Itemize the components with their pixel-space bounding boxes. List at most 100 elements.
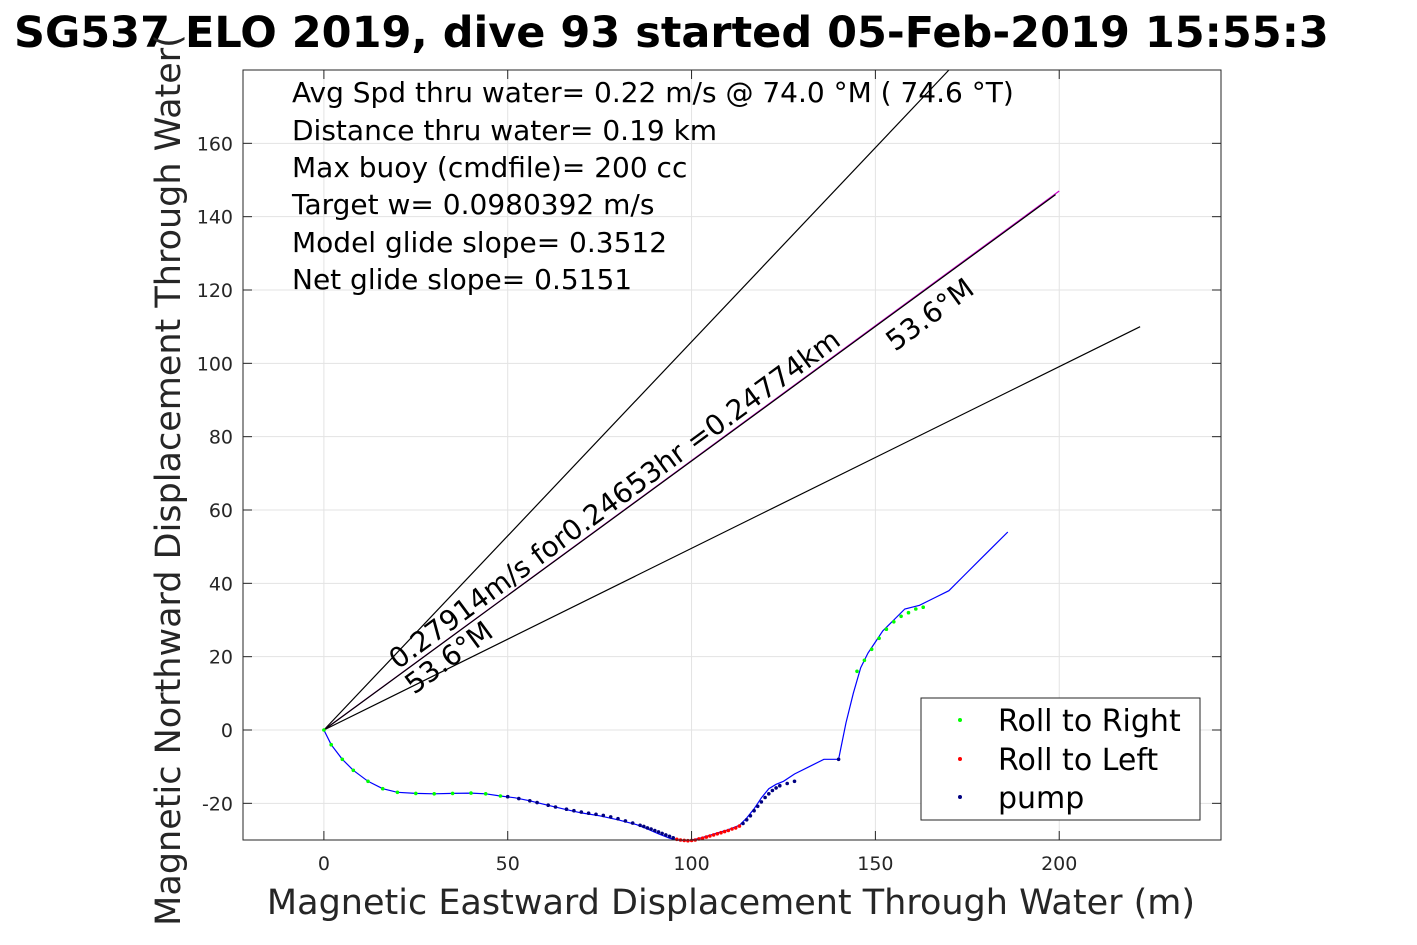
y-tick-label: 160 [197, 133, 233, 155]
x-tick-label: 200 [1041, 853, 1077, 875]
y-tick-label: -20 [202, 793, 233, 815]
point-roll-to-right [450, 791, 455, 796]
y-axis-label: Magnetic Northward Displacement Through … [149, 34, 189, 926]
reference-lines [323, 69, 1141, 731]
point-roll-to-left [733, 826, 738, 830]
reference-line [323, 69, 950, 731]
point-pump [594, 812, 598, 817]
point-pump [638, 823, 642, 828]
point-pump [528, 799, 532, 803]
point-roll-to-left [675, 837, 679, 842]
legend-marker-roll-left [958, 757, 962, 761]
reference-line [323, 194, 1056, 731]
point-pump [774, 786, 778, 790]
point-roll-to-right [892, 620, 896, 624]
point-roll-to-left [708, 834, 712, 838]
point-pump [608, 815, 613, 819]
x-axis-label: Magnetic Eastward Displacement Through W… [267, 883, 1195, 923]
point-pump [660, 831, 664, 836]
point-pump [505, 794, 510, 799]
y-tick-label: 60 [209, 500, 233, 522]
annotation-max-buoy: Max buoy (cmdfile)= 200 cc [292, 151, 687, 184]
point-pump [579, 810, 584, 814]
point-roll-to-right [322, 728, 326, 732]
legend-marker-pump [958, 795, 962, 799]
point-pump [836, 757, 841, 762]
point-roll-to-left [700, 836, 705, 840]
point-roll-to-right [483, 792, 488, 796]
point-roll-to-right [498, 794, 503, 798]
point-roll-to-right [340, 757, 345, 762]
point-pump [553, 805, 558, 809]
point-roll-to-right [351, 768, 356, 773]
point-pump [763, 795, 767, 800]
point-pump [748, 814, 753, 818]
reference-line [323, 326, 1141, 731]
legend-label-pump: pump [998, 781, 1084, 816]
legend: Roll to Right Roll to Left pump [920, 697, 1201, 821]
point-pump [653, 828, 657, 833]
point-pump [778, 783, 782, 788]
point-roll-to-right [414, 791, 418, 796]
annotation-net-glide: Net glide slope= 0.5151 [292, 263, 632, 296]
point-roll-to-right [899, 614, 903, 619]
point-roll-to-right [469, 791, 473, 795]
legend-marker-roll-right [958, 718, 962, 722]
point-pump [656, 830, 661, 834]
point-roll-to-left [686, 838, 690, 843]
point-roll-to-left [719, 830, 723, 835]
point-pump [792, 779, 797, 784]
point-pump [741, 821, 745, 826]
point-pump [744, 818, 749, 822]
point-roll-to-right [914, 607, 918, 611]
point-roll-to-left [711, 833, 716, 837]
point-roll-to-right [329, 742, 334, 747]
point-pump [671, 836, 675, 840]
legend-box [920, 697, 1201, 821]
point-roll-to-left [737, 824, 742, 828]
point-pump [642, 824, 646, 829]
x-tick-label: 100 [673, 853, 709, 875]
point-pump [517, 796, 521, 801]
point-roll-to-left [722, 829, 727, 834]
y-tick-label: 80 [209, 427, 233, 449]
point-pump [770, 788, 775, 793]
point-roll-to-right [906, 610, 911, 615]
legend-label-roll-left: Roll to Left [998, 743, 1158, 778]
point-pump [785, 781, 789, 786]
point-pump [586, 811, 591, 815]
point-roll-to-left [715, 832, 720, 836]
point-roll-to-left [730, 827, 734, 831]
x-tick-label: 150 [857, 853, 893, 875]
point-pump [667, 834, 672, 839]
point-pump [645, 826, 650, 830]
point-roll-to-right [395, 790, 400, 795]
point-pump [664, 833, 668, 837]
x-tick-label: 0 [318, 853, 330, 875]
point-pump [616, 816, 620, 821]
point-pump [535, 800, 539, 805]
annotation-distance: Distance thru water= 0.19 km [292, 114, 717, 147]
y-tick-label: 120 [197, 280, 233, 302]
point-roll-to-right [884, 627, 889, 631]
point-pump [630, 821, 635, 825]
y-tick-label: 140 [197, 207, 233, 229]
point-pump [546, 803, 550, 807]
x-tick-label: 50 [496, 853, 520, 875]
chart-title: SG537 ELO 2019, dive 93 started 05-Feb-2… [14, 8, 1329, 58]
point-roll-to-right [855, 669, 859, 674]
y-tick-label: 100 [197, 353, 233, 375]
point-pump [767, 792, 771, 796]
annotation-target-w: Target w= 0.0980392 m/s [291, 188, 654, 221]
data-points [322, 605, 925, 843]
point-pump [623, 819, 628, 823]
point-roll-to-right [380, 786, 385, 791]
point-pump [755, 804, 760, 809]
y-tick-label: 0 [221, 720, 233, 742]
point-roll-to-right [869, 647, 874, 652]
point-roll-to-right [432, 792, 437, 796]
point-pump [564, 807, 569, 811]
point-roll-to-right [366, 779, 370, 784]
point-pump [601, 813, 606, 818]
